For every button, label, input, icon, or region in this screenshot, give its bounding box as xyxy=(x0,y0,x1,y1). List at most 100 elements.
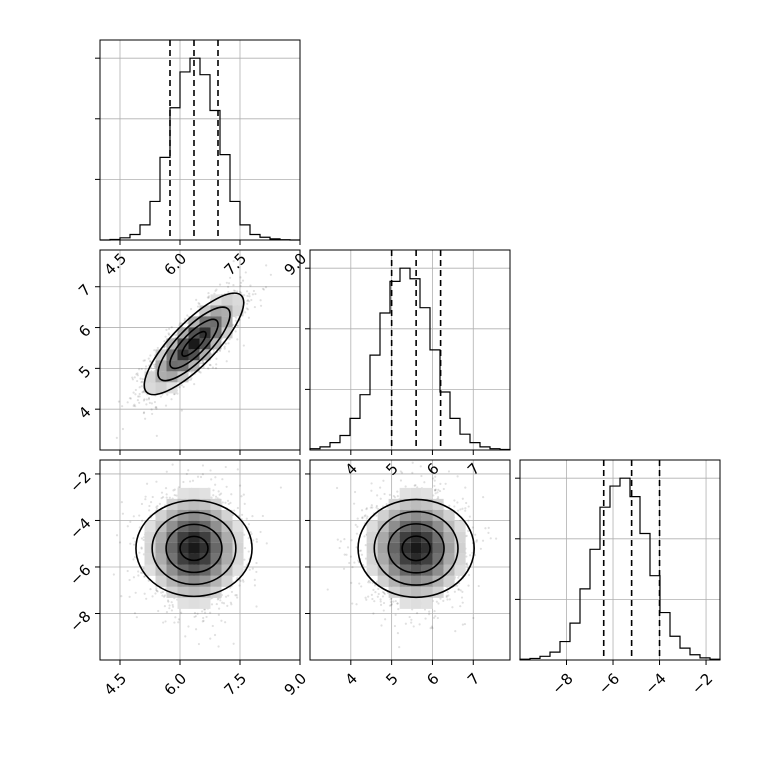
panel-p0-p2-point xyxy=(149,588,152,591)
panel-p0-p2-cell xyxy=(177,487,189,499)
panel-p0-p1-point xyxy=(264,286,268,289)
panel-p0-p2-point xyxy=(214,476,217,479)
panel-p0-p2-cell xyxy=(210,542,222,554)
panel-p0-p1-point xyxy=(234,319,237,322)
panel-p0-p2-point xyxy=(112,573,115,576)
panel-p1-p2-point xyxy=(365,598,368,601)
panel-p0-p1-point xyxy=(207,292,210,295)
panel-p0-p2-point xyxy=(236,596,239,599)
panel-p0-p2-point xyxy=(165,496,168,499)
panel-p0-p2-point xyxy=(247,523,251,526)
panel-p0-p1-point xyxy=(261,287,265,290)
panel-p1-p2-point xyxy=(445,595,448,599)
panel-p0-p2-cell xyxy=(188,498,200,510)
panel-p0-p1-contour-3 xyxy=(143,292,245,396)
panel-p0-p1-point xyxy=(136,372,139,375)
panel-p0-p2-point xyxy=(173,621,176,624)
panel-p0-p1-point xyxy=(140,385,143,388)
panel-p0-p2-point xyxy=(144,498,147,501)
panel-p0-p2-point xyxy=(129,520,132,523)
panel-p1-p2-point xyxy=(464,509,467,512)
panel-p1-p2-point xyxy=(382,591,386,594)
panel-p0-p2-point xyxy=(177,621,180,624)
panel-p0-p2-cell xyxy=(188,575,200,587)
panel-p0-p1-point xyxy=(253,305,256,309)
panel-p1-p2-point xyxy=(410,621,413,624)
panel-p0-p2-cell xyxy=(188,564,200,576)
panel-p0-p1-point xyxy=(262,288,266,291)
panel-p0-p1-point xyxy=(227,350,231,353)
panel-p0-p2-point xyxy=(165,493,168,496)
panel-p0-p1-point xyxy=(239,276,242,279)
panel-p0-p1-point xyxy=(156,346,159,350)
panel-p0-p1-point xyxy=(150,402,153,405)
panel-p1-p2-point xyxy=(384,618,387,621)
panel-p0-p1-point xyxy=(208,363,211,367)
panel-p1-p2-point xyxy=(465,501,468,505)
panel-p1-p2-point xyxy=(411,471,414,474)
panel-p0-p2-point xyxy=(202,619,205,622)
panel-p1-p2-point xyxy=(463,622,467,626)
panel-p0-p1-point xyxy=(241,279,245,282)
panel-p0-p1-point xyxy=(138,395,141,398)
panel-p1-p2-point xyxy=(446,590,449,594)
panel-p0-p2-point xyxy=(253,578,256,582)
panel-p0-p2-cell xyxy=(188,487,200,499)
panel-p1-p2-point xyxy=(446,598,449,601)
panel-p1-p2-point xyxy=(465,562,469,565)
panel-p1-p2-point xyxy=(375,504,378,508)
panel-p0-p1-cell xyxy=(210,305,222,317)
panel-p0-p1-point xyxy=(155,407,158,410)
panel-p0-p1-point xyxy=(189,307,193,311)
panel-p0-p2-cell xyxy=(221,542,233,554)
panel-p0-p2-cell xyxy=(188,520,200,532)
panel-p0-p1-point xyxy=(134,388,137,392)
panel-p0-p2-point xyxy=(133,612,137,615)
panel-p1-p2-point xyxy=(459,508,462,511)
panel-p0-p2-point xyxy=(147,579,150,582)
panel-p0-p1-point xyxy=(186,314,189,317)
panel-p1-p2-point xyxy=(471,551,474,555)
panel-p0-p2-point xyxy=(242,580,245,583)
panel-p0-p1-point xyxy=(227,282,231,285)
panel-p1-p2-point xyxy=(457,576,460,579)
panel-p1-p2-point xyxy=(385,503,388,506)
panel-p0-p2-point xyxy=(199,475,203,479)
panel-p0-p1-point xyxy=(206,296,209,299)
panel-p0-p2-point xyxy=(160,497,163,500)
panel-p0-p2-cell xyxy=(221,575,233,587)
panel-p1-p2-point xyxy=(366,515,369,518)
panel-p0-p2-point xyxy=(142,538,145,542)
panel-p0-p2-point xyxy=(171,605,175,608)
panel-p1-p2-point xyxy=(388,493,391,496)
panel-p1-p2-point xyxy=(339,540,342,543)
panel-p0-p2-point xyxy=(227,502,230,506)
panel-p0-p1-point xyxy=(196,305,200,308)
panel-p0-p2-cell xyxy=(177,586,189,598)
panel-p1-p2-point xyxy=(466,563,469,567)
panel-p1-p2-point xyxy=(399,470,402,473)
panel-p1-p2-point xyxy=(396,495,399,498)
panel-p0-p2-contour-3 xyxy=(135,499,253,598)
panel-p0-p2-point xyxy=(230,493,233,496)
panel-p0-p2-point xyxy=(184,635,187,638)
panel-p0-p2-point xyxy=(133,543,136,546)
panel-p0-p1-point xyxy=(165,328,168,331)
panel-p0-p2-point xyxy=(140,537,144,540)
panel-p0-p1-cell xyxy=(221,316,233,328)
panel-p0-p2-cell xyxy=(155,531,167,543)
panel-p0-p2-cell xyxy=(188,542,200,554)
panel-p0-p2-point xyxy=(255,561,258,565)
panel-p0-p2-point xyxy=(221,501,224,504)
panel-p0-p2-point xyxy=(194,628,198,631)
panel-p0-p2-point xyxy=(224,621,227,624)
panel-p0-p1-point xyxy=(132,391,135,394)
panel-p1-p2-point xyxy=(434,492,437,495)
panel-p0-p2-point xyxy=(209,469,212,472)
panel-p0-p1-point xyxy=(141,380,144,383)
panel-p0-p1-point xyxy=(135,373,138,376)
panel-p0-p2-cell xyxy=(166,542,178,554)
panel-p0-p2-cell xyxy=(155,553,167,565)
panel-p0-p2-point xyxy=(205,615,208,619)
panel-p1-p2-point xyxy=(461,623,464,626)
